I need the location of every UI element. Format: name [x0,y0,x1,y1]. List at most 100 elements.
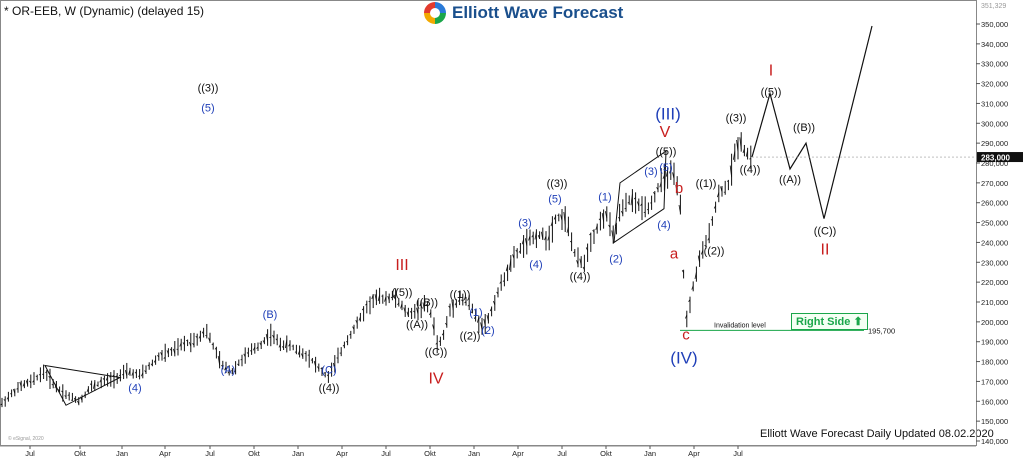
price-bar-open [297,350,300,355]
x-tick-label: Apr [336,449,348,458]
price-bar-open [208,337,211,343]
price-bar-open [432,324,435,331]
price-bar-open [579,258,582,266]
x-tick-label: Okt [74,449,87,458]
x-tick-label: Apr [688,449,700,458]
price-bar-open [605,211,608,219]
wave-label: (C) [321,364,336,376]
price-bar-open [521,239,524,245]
price-bar-open [96,384,99,387]
price-bar-open [502,280,505,282]
wave-label: ((A)) [406,319,428,331]
wave-label: (2) [481,325,494,337]
price-bar-open [195,335,198,338]
price-bar-open [509,258,512,271]
wave-label: (3) [644,166,657,178]
price-bar-open [707,237,710,241]
price-bar-open [246,352,249,354]
price-bar-open [6,396,9,400]
price-bar-open [621,210,624,215]
price-bar-open [515,249,518,253]
invalidation-label: Invalidation level [714,322,766,329]
price-bar-open [141,372,144,377]
price-bar-open [57,389,60,392]
y-tick-label: 270,000 [981,179,1008,188]
price-bar-open [627,201,630,204]
price-bar-open [576,260,579,265]
price-bar-open [160,352,163,356]
price-bar-open [512,254,515,259]
price-bar-open [691,285,694,290]
price-bar-open [310,359,313,361]
price-bar-open [553,216,556,220]
price-bar-open [128,369,131,375]
price-bar-open [163,356,166,359]
x-tick-label: Okt [248,449,261,458]
price-bar-open [739,137,742,150]
price-bar-open [253,346,256,351]
price-bar-open [0,403,3,406]
price-bar-open [749,158,751,160]
x-tick-label: Jan [468,449,480,458]
price-bar-open [393,294,396,301]
triangle-pattern [44,364,122,406]
price-bar-open [285,339,288,349]
price-bar-open [493,300,496,306]
price-bar-open [598,218,601,221]
right-side-badge: Right Side ⬆ [791,313,868,330]
price-bar-open [275,338,278,341]
price-bar-open [601,213,604,222]
price-bar-open [259,342,262,346]
price-bar-open [157,355,160,358]
price-bar-open [281,346,284,349]
price-bar-open [326,374,329,377]
price-bar-open [448,305,451,309]
y-tick-label: 260,000 [981,199,1008,208]
price-bar-open [678,205,681,213]
price-bar-open [198,335,201,339]
y-tick-label: 170,000 [981,377,1008,386]
price-bar-open [483,318,486,326]
price-bar-open [429,312,432,316]
price-bar-open [406,311,409,317]
wave-label: (5) [659,162,672,174]
x-tick-label: Jul [733,449,743,458]
price-bar-open [480,322,483,330]
price-bar-open [173,348,176,354]
wave-label: (3) [518,218,531,230]
price-bar-open [592,230,595,233]
x-tick-label: Jul [557,449,567,458]
price-bar-open [16,388,19,390]
price-bar-open [330,366,332,369]
price-bar-open [733,151,736,160]
copyright-text: © eSignal, 2020 [8,435,44,442]
price-bar-open [262,340,265,344]
price-bar-open [438,340,441,343]
price-bar-open [560,214,563,221]
wave-label: (4) [529,259,542,271]
wave-label: ((5)) [761,86,782,98]
invalidation-value: 195,700 [868,326,895,335]
price-bar-open [288,343,291,347]
price-bar-open [3,399,6,402]
price-bar-open [250,350,252,352]
price-bar-open [688,299,691,302]
price-bar-open [221,364,224,368]
price-bar-open [416,307,419,315]
price-bar-open [32,380,35,383]
price-bar-open [390,296,393,299]
price-bar-open [617,217,620,219]
price-bar-open [595,225,598,230]
wave-label: (IV) [670,349,697,368]
price-bar-open [224,366,227,371]
right-side-label: Right Side [796,316,851,328]
y-tick-label: 140,000 [981,437,1008,446]
y-tick-label: 230,000 [981,258,1008,267]
y-tick-label: 280,000 [981,159,1008,168]
price-bar-open [317,366,320,370]
wave-label: ((4)) [570,271,591,283]
brand-mark-icon [424,2,446,24]
price-bar-open [713,205,716,209]
wave-label: (5) [548,194,561,206]
price-bar-open [179,342,182,347]
